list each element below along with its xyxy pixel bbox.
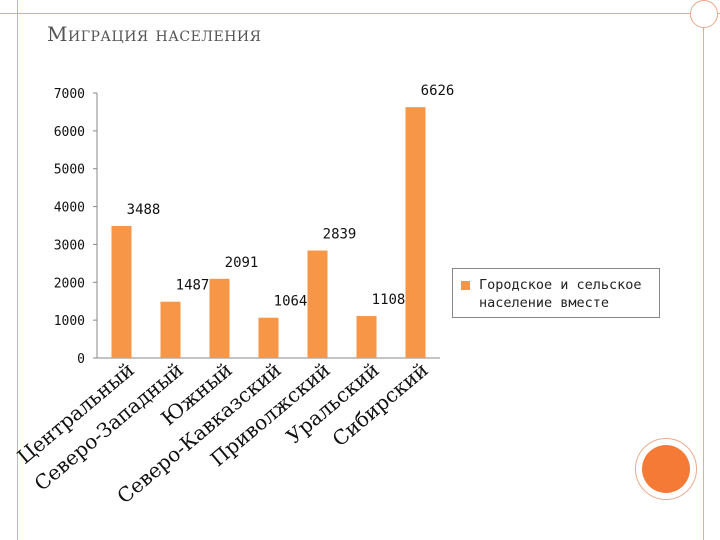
bar — [258, 317, 279, 358]
y-tick-label: 5000 — [54, 163, 85, 178]
data-label: 1064 — [274, 294, 308, 310]
y-tick-label: 6000 — [54, 125, 85, 140]
data-label: 6626 — [421, 83, 455, 99]
y-tick-label: 0 — [77, 352, 85, 367]
bar — [209, 278, 230, 358]
legend-swatch — [461, 281, 470, 290]
y-tick-label: 7000 — [54, 87, 85, 102]
frame-top-line — [0, 13, 720, 14]
bar — [405, 107, 426, 358]
bar — [111, 225, 132, 358]
y-tick-label: 4000 — [54, 201, 85, 216]
y-tick-label: 3000 — [54, 238, 85, 253]
bar — [160, 301, 181, 358]
data-label: 1108 — [372, 292, 406, 308]
bottom-circle-decoration — [642, 445, 690, 493]
data-label: 3488 — [127, 202, 161, 218]
data-label: 2091 — [225, 255, 259, 271]
data-label: 2839 — [323, 227, 357, 243]
page-title: Миграция населения — [47, 22, 262, 46]
corner-circle-decoration — [690, 0, 718, 28]
frame-left-line — [17, 0, 18, 540]
legend-series-name: Городское и сельское население вместе — [479, 277, 642, 311]
bar — [356, 316, 377, 358]
y-tick-label: 1000 — [54, 314, 85, 329]
data-label: 1487 — [176, 278, 210, 294]
bar — [307, 250, 328, 358]
y-tick-label: 2000 — [54, 276, 85, 291]
frame-right-line — [703, 0, 704, 540]
chart-legend: Городское и сельское население вместе — [452, 268, 660, 318]
